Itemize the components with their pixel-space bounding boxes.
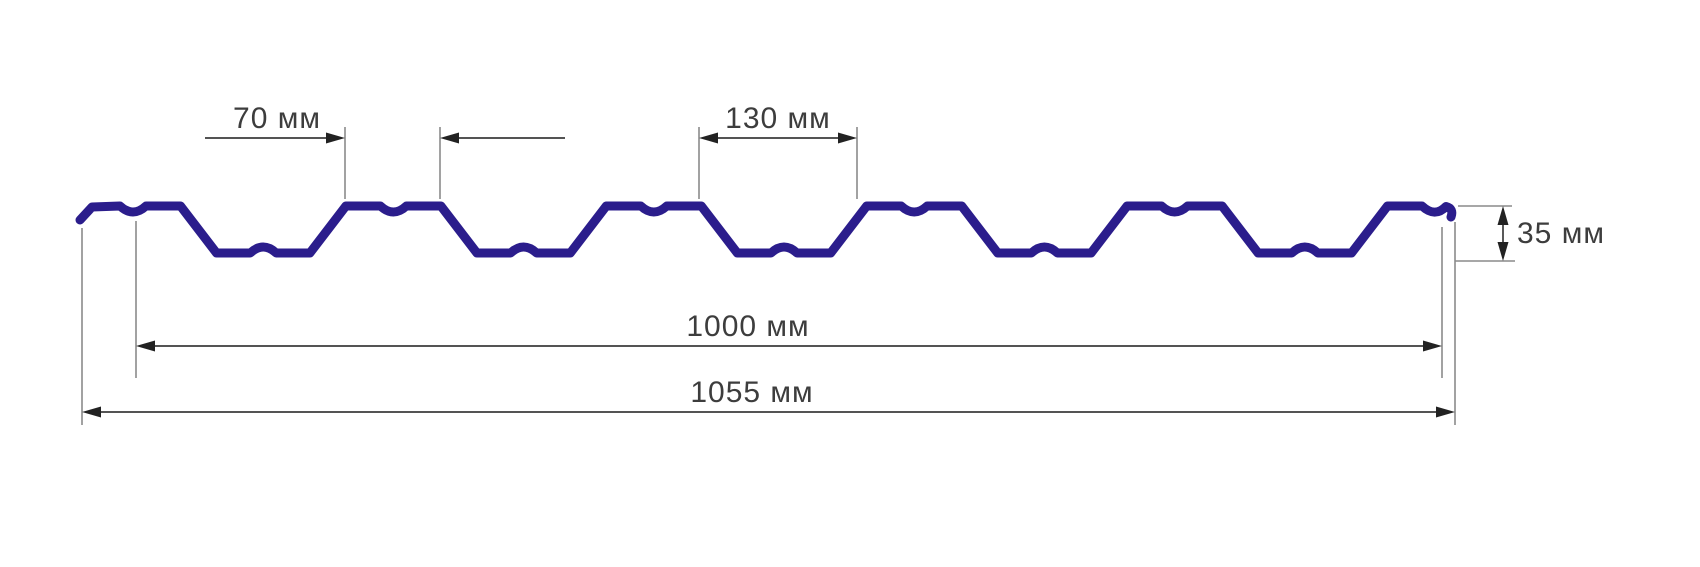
dim-130mm: 130 мм [698,102,858,199]
dim-1000mm: 1000 мм [135,221,1443,378]
dim-130mm-arrowhead-right-icon [838,132,857,144]
sheet-profile-outline [75,201,1457,258]
dim-70mm-label: 70 мм [233,102,321,135]
dim-1000mm-arrowhead-right-icon [1423,340,1442,352]
dim-35mm-arrowhead-down-icon [1497,242,1509,261]
dim-1055mm-label: 1055 мм [690,376,813,409]
dim-35mm: 35 мм [1455,205,1605,262]
dim-1000mm-arrowhead-left-icon [136,340,155,352]
dim-1055mm-arrowhead-right-icon [1436,406,1455,418]
dim-1055mm-arrowhead-left-icon [82,406,101,418]
dim-1000mm-label: 1000 мм [686,310,809,343]
dim-130mm-label: 130 мм [725,102,831,135]
dim-70mm-arrowhead-right-icon [326,132,345,144]
dim-130mm-arrowhead-left-icon [699,132,718,144]
dim-35mm-arrowhead-up-icon [1497,206,1509,225]
dim-70mm-arrowhead-left-icon [440,132,459,144]
dim-70mm: 70 мм [205,102,565,199]
dim-1055mm: 1055 мм [81,222,1456,425]
dim-35mm-label: 35 мм [1517,217,1605,250]
